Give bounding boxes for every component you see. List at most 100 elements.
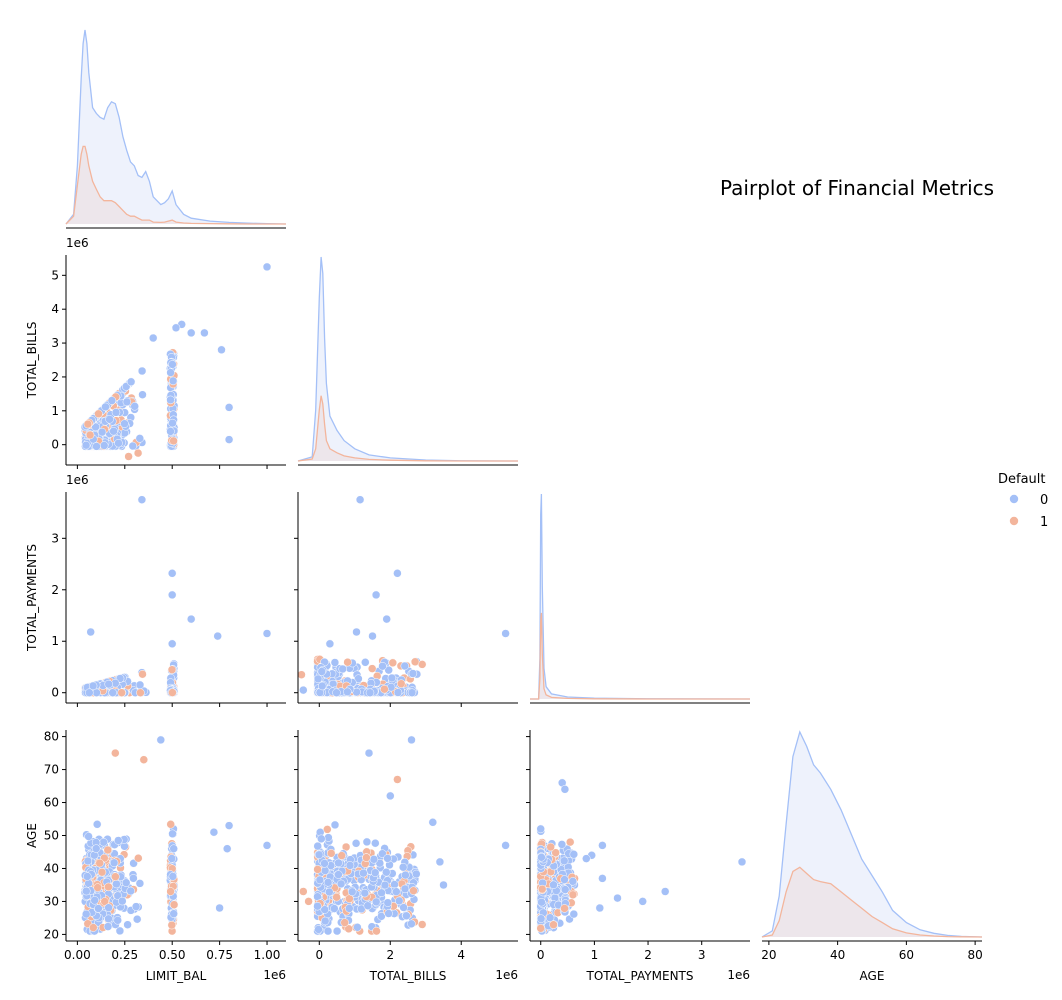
scatter-point [104, 914, 113, 924]
scatter-point [138, 390, 147, 399]
scatter-point [378, 661, 387, 671]
x-tick-label: 1.00 [254, 948, 281, 962]
y-tick-label: 0 [51, 438, 59, 452]
scatter-point [135, 680, 145, 690]
scatter-point [313, 901, 322, 911]
scatter-point-outlier [439, 880, 448, 890]
scatter-point [546, 842, 555, 852]
scatter-point [383, 854, 392, 863]
scatter-point [121, 878, 131, 887]
scatter-point [334, 858, 343, 868]
x-tick-label: 0.25 [111, 948, 138, 962]
scatter-point [136, 688, 145, 697]
scatter-point [387, 673, 397, 683]
scatter-point [323, 878, 333, 887]
scatter-point-outlier [435, 857, 445, 867]
scatter-point [88, 681, 98, 691]
scatter-point [332, 892, 341, 902]
scatter-point [384, 665, 393, 675]
scatter-point [313, 841, 322, 851]
scatter-point [91, 844, 101, 853]
scatter-point [380, 684, 389, 694]
scatter-point [84, 832, 93, 841]
scatter-point [317, 681, 327, 691]
scatter-point-outlier [156, 735, 166, 745]
scatter-point [107, 396, 117, 405]
x-tick-label: 0 [315, 948, 323, 962]
y-offset-label: 1e6 [66, 236, 89, 250]
scatter-point [103, 845, 113, 855]
scatter-point [382, 867, 391, 877]
scatter-point [134, 853, 143, 863]
scatter-point [338, 664, 347, 674]
scatter-point [114, 438, 123, 448]
x-tick-label: 4 [457, 948, 465, 962]
scatter-point [169, 900, 179, 909]
kde-line-default-1 [65, 145, 286, 225]
scatter-point [384, 909, 393, 918]
scatter-point [123, 920, 132, 929]
scatter-point [166, 820, 175, 829]
scatter-point [569, 909, 579, 919]
scatter-point-outlier [560, 785, 570, 794]
x-tick-label: 20 [761, 948, 776, 962]
scatter-point [109, 426, 118, 436]
y-axis-label: TOTAL_BILLS [25, 322, 39, 400]
scatter-point [398, 862, 408, 872]
legend-label-1: 1 [1040, 515, 1048, 530]
x-tick-label: 40 [830, 948, 845, 962]
scatter-point [92, 442, 101, 451]
scatter-point [93, 883, 102, 892]
scatter-point [396, 679, 406, 688]
scatter-point [377, 888, 386, 898]
scatter-point [168, 360, 177, 369]
scatter-point [332, 926, 342, 936]
scatter-point-outlier [613, 893, 622, 903]
y-tick-label: 20 [44, 927, 59, 941]
x-axis-limit_bal: 0.00 0.25 0.50 0.75 1.00 LIMIT_BAL 1e6 [64, 940, 286, 983]
scatter-point [85, 688, 94, 697]
scatter-point [168, 829, 177, 839]
scatter-point [560, 885, 570, 894]
scatter-point [135, 434, 145, 443]
kde-panel-total_bills [297, 256, 519, 462]
scatter-point-outlier [417, 660, 427, 669]
scatter-point [380, 880, 390, 890]
y-tick-label: 2 [51, 583, 59, 597]
scatter-total_bills-vs-limit_bal [80, 262, 272, 461]
x-axis-label: TOTAL_PAYMENTS [585, 969, 693, 983]
scatter-point [392, 887, 401, 896]
scatter-point [109, 858, 119, 868]
scatter-point [325, 887, 334, 897]
scatter-point [362, 837, 372, 847]
scatter-point [362, 853, 371, 862]
x-tick-label: 0.75 [206, 948, 233, 962]
scatter-point [324, 833, 333, 842]
scatter-point [94, 904, 103, 913]
scatter-point-outlier [368, 631, 377, 641]
scatter-point [166, 395, 175, 405]
scatter-point-outlier [111, 748, 120, 758]
scatter-point [354, 674, 363, 683]
scatter-point [353, 923, 362, 932]
scatter-point [83, 856, 93, 866]
kde-fill-default-0 [298, 257, 518, 461]
x-tick-label: 0 [537, 948, 545, 962]
scatter-point [168, 376, 178, 386]
scatter-point-outlier [167, 590, 177, 600]
scatter-point [549, 880, 558, 890]
scatter-point [401, 870, 410, 880]
scatter-point-outlier [200, 328, 209, 338]
scatter-point-outlier [598, 874, 607, 883]
scatter-point [320, 859, 329, 868]
scatter-point-outlier [598, 841, 607, 850]
scatter-point-outlier [304, 897, 313, 906]
scatter-point [334, 870, 343, 879]
scatter-point [400, 884, 410, 894]
scatter-point-outlier [139, 755, 149, 764]
x-axis-total_bills: 0 2 4 TOTAL_BILLS 1e6 [298, 940, 518, 983]
scatter-point-outlier [186, 328, 196, 338]
scatter-point [104, 882, 113, 892]
x-tick-label: 3 [698, 948, 706, 962]
scatter-point [343, 657, 352, 667]
